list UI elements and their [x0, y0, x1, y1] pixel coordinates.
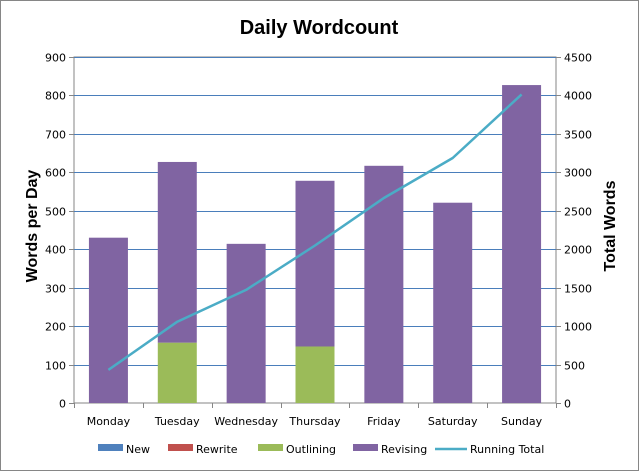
x-tick-label: Sunday [501, 415, 543, 428]
y-tick-label: 700 [45, 129, 66, 142]
y2-tick-label: 2000 [564, 244, 592, 257]
legend: New Rewrite Outlining Revising Running Total [98, 443, 544, 456]
y2-tick-label: 1500 [564, 283, 592, 296]
y-axis-title: Words per Day [24, 170, 41, 283]
bar-revising [157, 161, 197, 343]
y2-tick-label: 1000 [564, 321, 592, 334]
plot-area: 0 100 200 300 400 500 600 700 800 900 0 500 1000 1500… [45, 52, 592, 429]
x-tick-label: Wednesday [214, 415, 278, 428]
legend-label-rewrite: Rewrite [196, 443, 238, 456]
y2-tick-label: 3000 [564, 167, 592, 180]
bar-revising [88, 237, 128, 403]
y-tick-label: 500 [45, 206, 66, 219]
legend-label-revising: Revising [381, 443, 427, 456]
y-tick-label: 400 [45, 244, 66, 257]
x-tick-label: Friday [367, 415, 401, 428]
y-tick-label: 900 [45, 52, 66, 65]
legend-label-new: New [126, 443, 150, 456]
y2-axis-title: Total Words [602, 180, 619, 271]
y-tick-label: 100 [45, 360, 66, 373]
x-tick-label: Thursday [288, 415, 341, 428]
y-tick-label: 200 [45, 321, 66, 334]
bar-revising [502, 85, 542, 403]
x-tick-label: Saturday [428, 415, 478, 428]
y2-tick-label: 2500 [564, 206, 592, 219]
chart-title: Daily Wordcount [240, 17, 399, 39]
y2-tick-label: 500 [564, 360, 585, 373]
y2-tick-label: 3500 [564, 129, 592, 142]
y2-tick-label: 0 [564, 398, 571, 411]
y2-tick-label: 4000 [564, 90, 592, 103]
y-tick-label: 300 [45, 283, 66, 296]
y-tick-label: 600 [45, 167, 66, 180]
bar-outlining [157, 342, 197, 403]
bar-revising [295, 180, 335, 347]
bar-revising [433, 202, 473, 403]
series-line-running-total [107, 93, 523, 371]
x-tick-label: Tuesday [154, 415, 200, 428]
legend-label-outlining: Outlining [286, 443, 336, 456]
x-tick-label: Monday [87, 415, 131, 428]
y-tick-label: 800 [45, 90, 66, 103]
legend-swatch-new [98, 444, 123, 451]
legend-swatch-outlining [258, 444, 283, 451]
y-tick-label: 0 [59, 398, 66, 411]
legend-label-running-total: Running Total [470, 443, 544, 456]
legend-swatch-rewrite [168, 444, 193, 451]
y2-tick-label: 4500 [564, 52, 592, 65]
bar-revising [364, 165, 404, 403]
bar-revising [226, 243, 266, 403]
bar-outlining [295, 346, 335, 403]
legend-swatch-revising [353, 444, 378, 451]
